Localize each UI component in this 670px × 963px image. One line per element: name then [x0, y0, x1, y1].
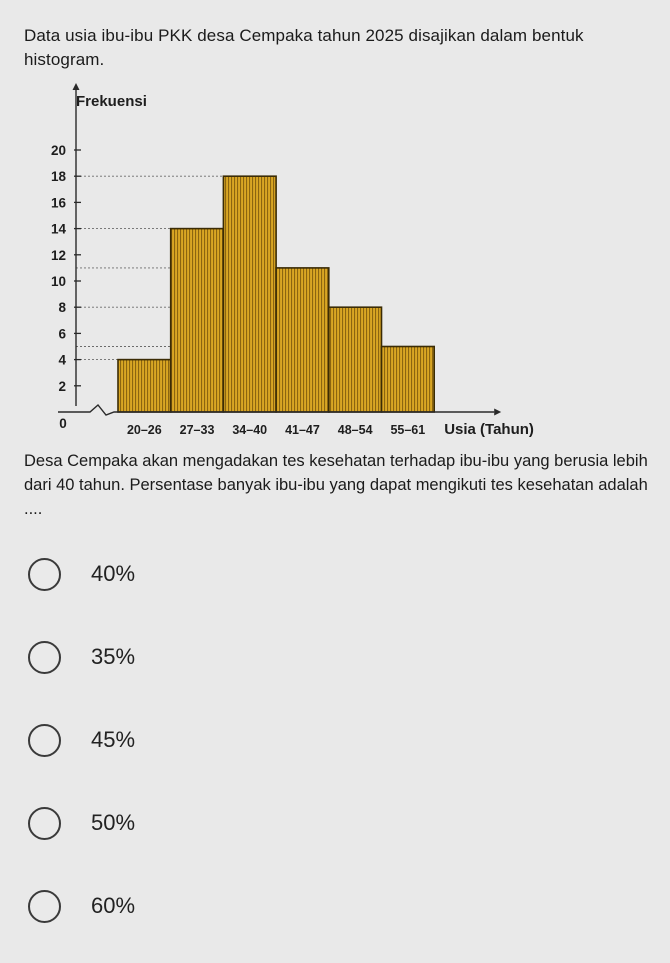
x-tick-label: 55–61 [390, 423, 425, 437]
y-tick-label: 10 [51, 274, 66, 289]
y-tick-label: 16 [51, 195, 67, 210]
radio-button[interactable] [28, 723, 61, 757]
y-tick-label: 8 [58, 300, 66, 315]
y-tick-label: 6 [58, 326, 66, 341]
answer-options: 40% 35% 45% 50% 60% [28, 548, 628, 963]
option-c[interactable]: 45% [28, 714, 628, 766]
bar [169, 227, 225, 413]
bar [275, 267, 330, 413]
y-tick-label: 4 [58, 353, 66, 368]
histogram-chart: 2 4 6 8 10 12 14 16 18 20 0 Frekuensi 20–26 27–33 34–4… [0, 82, 670, 442]
y-tick-label: 18 [51, 169, 67, 184]
bar [380, 345, 436, 413]
y-axis-arrow [72, 83, 80, 90]
option-d[interactable]: 50% [28, 797, 628, 849]
bar [327, 306, 383, 413]
radio-button[interactable] [28, 640, 61, 674]
x-tick-label: 20–26 [127, 423, 162, 437]
question-intro: Data usia ibu-ibu PKK desa Cempaka tahun… [24, 26, 584, 69]
option-label: 35% [91, 644, 136, 669]
option-b[interactable]: 35% [28, 631, 628, 683]
bar [117, 358, 172, 413]
x-tick-label: 34–40 [232, 423, 267, 437]
option-label: 50% [91, 810, 136, 835]
option-label: 60% [91, 893, 136, 918]
bar [222, 175, 277, 413]
histogram-svg: 2 4 6 8 10 12 14 16 18 20 0 Frekuensi 20–26 27–33 34–4… [51, 83, 534, 438]
x-tick-label: 48–54 [338, 423, 373, 437]
y-tick-label: 20 [51, 143, 66, 158]
x-tick-label: 27–33 [180, 423, 215, 437]
x-axis [58, 403, 495, 416]
question-body: Desa Cempaka akan mengadakan tes kesehat… [24, 452, 648, 518]
origin-label: 0 [59, 416, 67, 431]
option-e[interactable]: 60% [28, 880, 628, 932]
radio-button[interactable] [28, 889, 61, 923]
option-a[interactable]: 40% [28, 548, 628, 600]
radio-button[interactable] [28, 557, 61, 591]
x-axis-title: Usia (Tahun) [444, 421, 534, 438]
option-label: 40% [91, 561, 136, 586]
y-tick-label: 12 [51, 248, 66, 263]
x-axis-arrow [494, 408, 502, 416]
option-label: 45% [91, 727, 136, 752]
y-tick-label: 14 [51, 222, 67, 237]
x-tick-label: 41–47 [285, 423, 320, 437]
radio-button[interactable] [28, 806, 61, 840]
y-axis-title: Frekuensi [76, 93, 147, 110]
y-tick-label: 2 [58, 379, 66, 394]
